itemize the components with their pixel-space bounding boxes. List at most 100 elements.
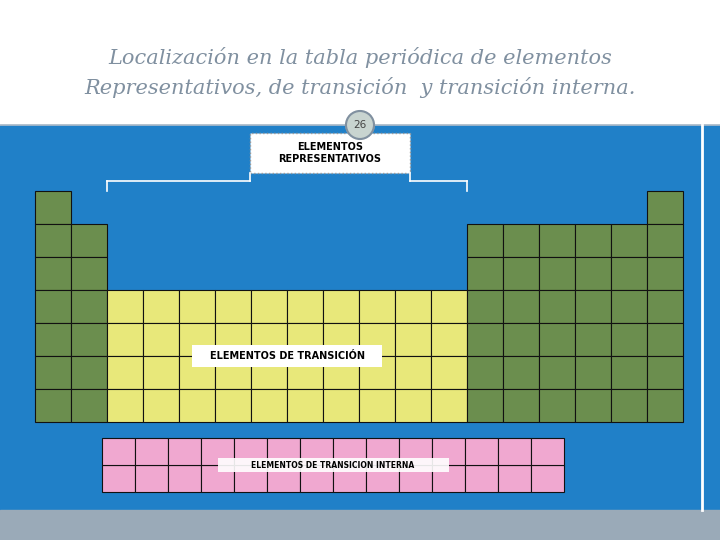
Bar	[35, 290, 71, 323]
Bar	[287, 290, 323, 323]
Bar	[465, 465, 498, 492]
Bar	[107, 389, 143, 422]
Bar	[251, 323, 287, 356]
Bar	[179, 290, 215, 323]
Bar	[539, 290, 575, 323]
Bar	[465, 438, 498, 465]
Bar	[35, 224, 71, 257]
Text: ELEMENTOS DE TRANSICIÓN: ELEMENTOS DE TRANSICIÓN	[210, 351, 364, 361]
Bar	[323, 290, 359, 323]
Bar	[366, 438, 399, 465]
Bar	[647, 323, 683, 356]
Bar	[287, 389, 323, 422]
Bar	[323, 389, 359, 422]
Bar	[539, 389, 575, 422]
Bar	[539, 323, 575, 356]
Bar	[0, 125, 720, 510]
Bar	[251, 290, 287, 323]
Bar	[359, 323, 395, 356]
Bar	[431, 356, 467, 389]
Bar	[107, 323, 143, 356]
Bar	[432, 438, 465, 465]
Bar	[71, 224, 107, 257]
Bar	[575, 224, 611, 257]
Bar	[215, 356, 251, 389]
Bar	[267, 465, 300, 492]
Bar	[135, 465, 168, 492]
Bar	[179, 323, 215, 356]
Bar	[234, 438, 267, 465]
Bar	[71, 257, 107, 290]
Bar	[35, 356, 71, 389]
Bar	[71, 389, 107, 422]
Bar	[498, 438, 531, 465]
Bar	[71, 323, 107, 356]
Bar	[611, 257, 647, 290]
Bar	[143, 356, 179, 389]
Bar	[611, 224, 647, 257]
Bar	[431, 389, 467, 422]
Bar	[215, 389, 251, 422]
Bar	[71, 290, 107, 323]
Bar	[333, 465, 366, 492]
Circle shape	[346, 111, 374, 139]
Bar	[135, 438, 168, 465]
Bar	[647, 224, 683, 257]
Bar	[575, 356, 611, 389]
Bar	[102, 465, 135, 492]
Bar	[539, 356, 575, 389]
Bar	[359, 356, 395, 389]
Bar	[539, 224, 575, 257]
Bar	[467, 356, 503, 389]
Bar	[323, 323, 359, 356]
Bar	[215, 323, 251, 356]
Bar	[168, 465, 201, 492]
Bar	[287, 323, 323, 356]
Bar	[107, 356, 143, 389]
Bar	[143, 290, 179, 323]
Bar	[143, 323, 179, 356]
Bar	[35, 257, 71, 290]
Bar	[395, 323, 431, 356]
Bar	[287, 356, 323, 389]
Bar	[575, 290, 611, 323]
Bar	[35, 389, 71, 422]
Bar	[498, 465, 531, 492]
Text: Representativos, de transición  y transición interna.: Representativos, de transición y transic…	[84, 78, 636, 98]
Bar	[431, 323, 467, 356]
Bar	[467, 323, 503, 356]
Bar	[467, 290, 503, 323]
Bar	[251, 356, 287, 389]
Bar	[503, 356, 539, 389]
Bar	[267, 438, 300, 465]
Bar	[250, 133, 410, 173]
Bar	[575, 257, 611, 290]
Bar	[300, 465, 333, 492]
Bar	[647, 389, 683, 422]
Bar	[0, 510, 720, 540]
Bar	[503, 224, 539, 257]
Bar	[107, 290, 143, 323]
Text: ELEMENTOS
REPRESENTATIVOS: ELEMENTOS REPRESENTATIVOS	[279, 142, 382, 164]
Bar	[503, 323, 539, 356]
Bar	[366, 465, 399, 492]
Bar	[35, 323, 71, 356]
Bar	[168, 438, 201, 465]
Text: Localización en la tabla periódica de elementos: Localización en la tabla periódica de el…	[108, 48, 612, 69]
Bar	[359, 389, 395, 422]
Bar	[503, 290, 539, 323]
Text: ELEMENTOS DE TRANSICION INTERNA: ELEMENTOS DE TRANSICION INTERNA	[251, 461, 415, 469]
Bar	[395, 356, 431, 389]
Bar	[333, 438, 366, 465]
Bar	[503, 389, 539, 422]
Bar	[251, 389, 287, 422]
Bar	[611, 323, 647, 356]
Bar	[234, 465, 267, 492]
Bar	[192, 345, 382, 367]
Bar	[300, 438, 333, 465]
Bar	[323, 356, 359, 389]
Bar	[102, 438, 135, 465]
Bar	[215, 290, 251, 323]
Bar	[0, 0, 720, 125]
Bar	[575, 389, 611, 422]
